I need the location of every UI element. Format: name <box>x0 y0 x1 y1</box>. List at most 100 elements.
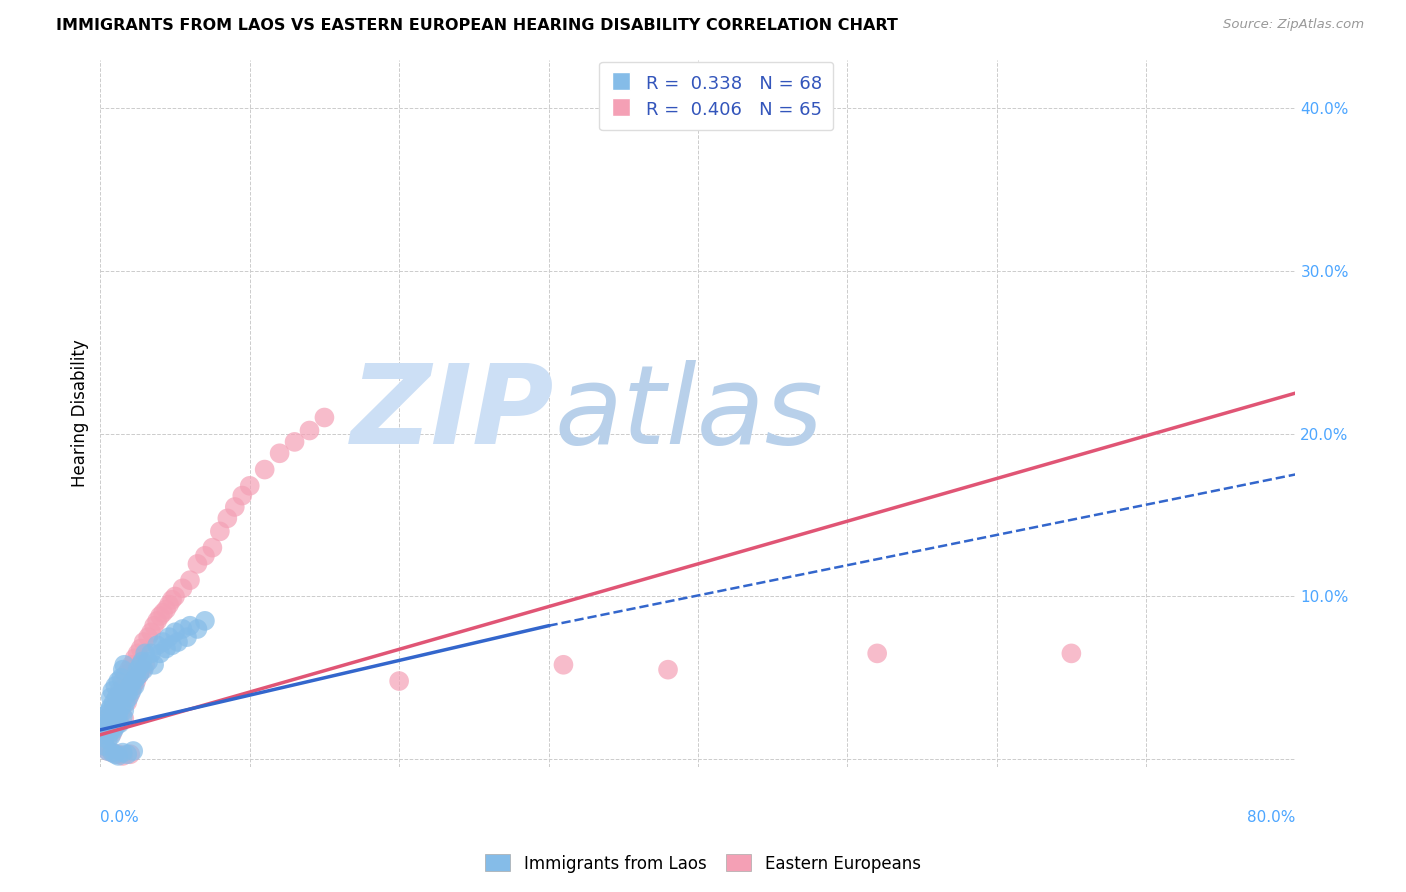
Point <box>98 716 121 731</box>
Point <box>136 630 159 644</box>
Point <box>125 674 148 689</box>
Point <box>118 663 141 677</box>
Point <box>122 674 145 689</box>
Point <box>101 726 124 740</box>
Point <box>108 683 131 698</box>
Legend: R =  0.338   N = 68, R =  0.406   N = 65: R = 0.338 N = 68, R = 0.406 N = 65 <box>599 62 834 130</box>
Point <box>108 687 131 701</box>
Point <box>112 657 135 672</box>
Y-axis label: Hearing Disability: Hearing Disability <box>72 340 89 487</box>
Point <box>98 726 121 740</box>
Point <box>239 479 262 493</box>
Point <box>110 671 132 685</box>
Point <box>107 716 129 731</box>
Point <box>115 687 138 701</box>
Point <box>125 671 148 685</box>
Point <box>314 410 336 425</box>
Point <box>139 625 162 640</box>
Point <box>131 663 153 677</box>
Point <box>108 716 131 731</box>
Point <box>253 462 276 476</box>
Point <box>129 641 152 656</box>
Point <box>101 683 124 698</box>
Point <box>91 720 114 734</box>
Point <box>105 711 128 725</box>
Text: atlas: atlas <box>554 360 823 467</box>
Point <box>115 747 138 762</box>
Point <box>186 622 208 636</box>
Point <box>194 614 217 628</box>
Point <box>103 695 125 709</box>
Point <box>101 746 124 760</box>
Point <box>105 690 128 705</box>
Text: IMMIGRANTS FROM LAOS VS EASTERN EUROPEAN HEARING DISABILITY CORRELATION CHART: IMMIGRANTS FROM LAOS VS EASTERN EUROPEAN… <box>56 18 898 33</box>
Point <box>94 739 117 753</box>
Legend: Immigrants from Laos, Eastern Europeans: Immigrants from Laos, Eastern Europeans <box>478 847 928 880</box>
Point <box>112 711 135 725</box>
Point <box>97 744 120 758</box>
Point <box>97 744 120 758</box>
Point <box>121 657 143 672</box>
Point <box>103 723 125 737</box>
Point <box>388 674 411 689</box>
Point <box>298 424 321 438</box>
Point <box>94 739 117 753</box>
Text: Source: ZipAtlas.com: Source: ZipAtlas.com <box>1223 18 1364 31</box>
Point <box>96 723 118 737</box>
Point <box>172 582 194 596</box>
Point <box>100 690 122 705</box>
Point <box>152 606 174 620</box>
Point <box>131 655 153 669</box>
Point <box>114 695 136 709</box>
Point <box>100 700 122 714</box>
Point <box>103 700 125 714</box>
Point <box>120 679 142 693</box>
Point <box>101 746 124 760</box>
Point <box>100 706 122 721</box>
Point <box>127 647 149 661</box>
Point <box>155 602 177 616</box>
Point <box>98 703 121 717</box>
Point <box>104 711 127 725</box>
Point <box>124 651 146 665</box>
Point <box>129 657 152 672</box>
Point <box>163 625 186 640</box>
Point <box>105 690 128 705</box>
Point <box>120 687 142 701</box>
Point <box>107 674 129 689</box>
Point <box>201 541 224 555</box>
Point <box>866 647 889 661</box>
Point <box>122 744 145 758</box>
Point <box>167 635 190 649</box>
Point <box>104 679 127 693</box>
Point <box>160 638 183 652</box>
Point <box>217 511 239 525</box>
Point <box>194 549 217 563</box>
Point <box>160 592 183 607</box>
Point <box>186 557 208 571</box>
Point <box>124 679 146 693</box>
Point <box>96 711 118 725</box>
Point <box>111 663 134 677</box>
Point <box>132 663 155 677</box>
Point <box>110 703 132 717</box>
Text: ZIP: ZIP <box>352 360 554 467</box>
Point <box>283 434 305 449</box>
Point <box>1060 647 1083 661</box>
Point <box>114 667 136 681</box>
Point <box>97 723 120 737</box>
Point <box>134 657 156 672</box>
Point <box>101 716 124 731</box>
Text: 0.0%: 0.0% <box>100 810 139 825</box>
Point <box>152 635 174 649</box>
Point <box>122 679 145 693</box>
Point <box>146 614 169 628</box>
Point <box>157 598 180 612</box>
Point <box>107 747 129 762</box>
Point <box>657 663 679 677</box>
Point <box>224 500 246 514</box>
Point <box>143 618 166 632</box>
Point <box>111 748 134 763</box>
Point <box>111 746 134 760</box>
Point <box>139 647 162 661</box>
